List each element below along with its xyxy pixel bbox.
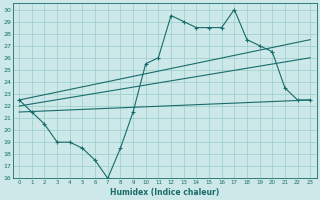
X-axis label: Humidex (Indice chaleur): Humidex (Indice chaleur) — [110, 188, 219, 197]
